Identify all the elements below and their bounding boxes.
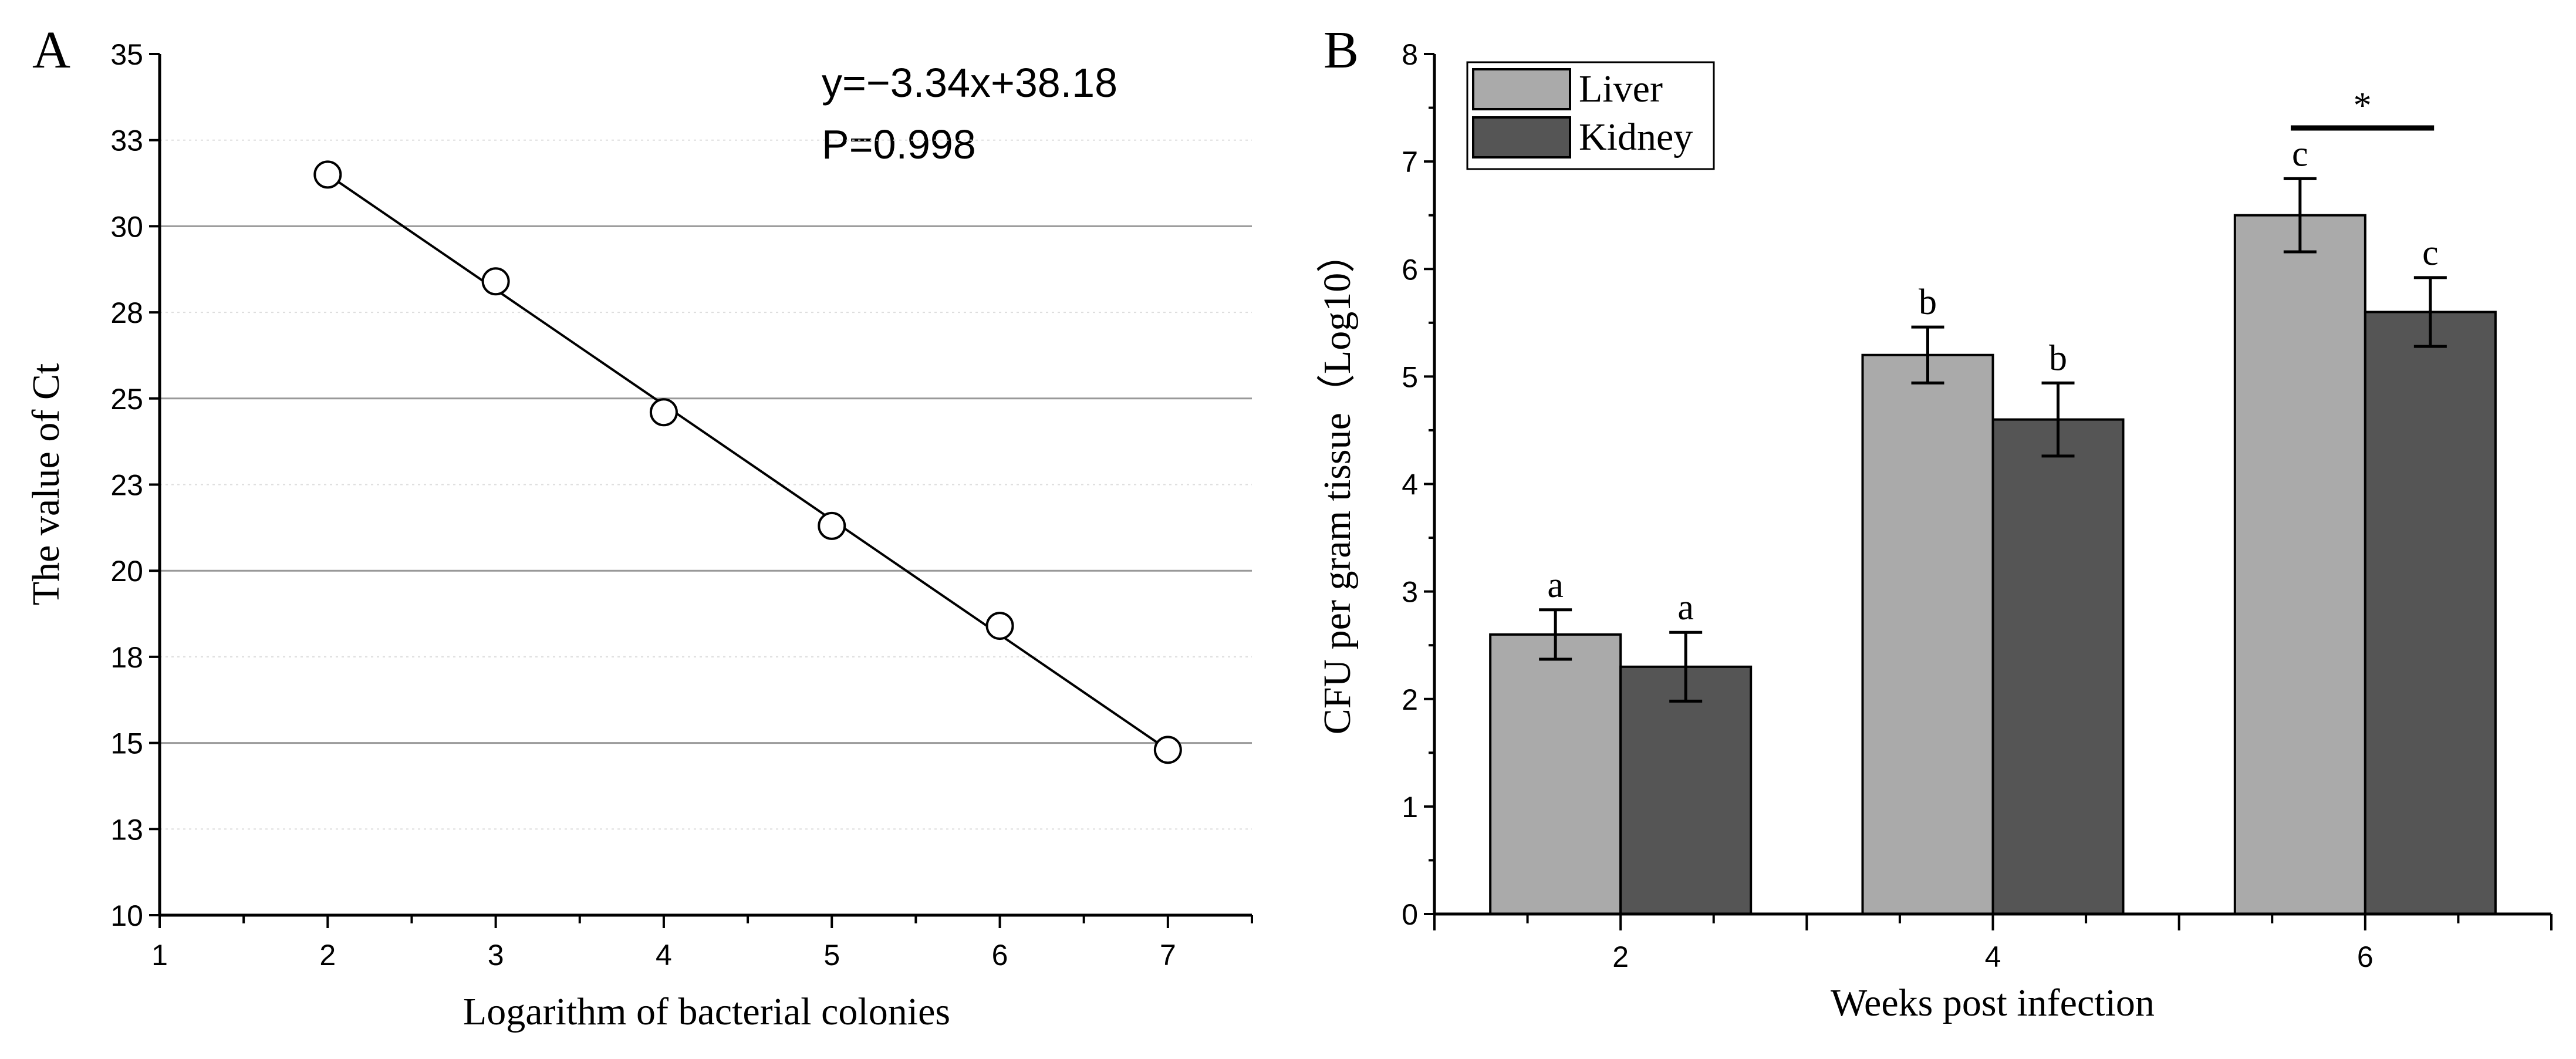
panel-a-label: A (32, 21, 70, 79)
data-point (313, 160, 342, 189)
panel-a-chart: A y=−3.34x+38.18 P=0.998 Logarithm of ba… (25, 21, 1253, 1033)
bar-liver (1861, 353, 1994, 915)
y-tick-label: 20 (110, 555, 143, 588)
bar-kidney (1991, 418, 2125, 915)
y-tick-label: 6 (1402, 253, 1418, 286)
data-point (985, 612, 1014, 640)
y-tick-label: 5 (1402, 360, 1418, 393)
y-tick-label: 0 (1402, 898, 1418, 931)
legend-label-liver: Liver (1579, 68, 1663, 110)
panel-b-label: B (1324, 21, 1359, 79)
significance-letter: b (1919, 282, 1937, 322)
legend-swatch-liver (1472, 68, 1571, 110)
x-tick-label: 2 (1612, 940, 1629, 973)
y-tick-label: 3 (1402, 576, 1418, 609)
y-tick-label: 10 (110, 899, 143, 932)
correlation-p-value: P=0.998 (822, 122, 976, 167)
significance-letter: a (1677, 588, 1694, 628)
regression-line (327, 173, 1169, 751)
x-tick-label: 4 (656, 939, 672, 972)
x-tick-label: 6 (2357, 940, 2374, 973)
bar-liver (2233, 214, 2366, 915)
y-tick-label: 8 (1402, 38, 1418, 71)
data-point (481, 267, 510, 296)
legend-label-kidney: Kidney (1579, 116, 1693, 158)
x-tick-label: 1 (151, 939, 168, 972)
x-tick-label: 7 (1160, 939, 1176, 972)
x-tick-label: 2 (319, 939, 336, 972)
legend: Liver Kidney (1466, 61, 1715, 170)
y-tick-label: 4 (1402, 468, 1418, 501)
significance-letter: b (2049, 338, 2067, 378)
bar-kidney (1619, 665, 1753, 915)
data-point (818, 511, 846, 540)
y-tick-label: 15 (110, 727, 143, 760)
y-tick-label: 35 (110, 38, 143, 71)
y-tick-label: 23 (110, 469, 143, 502)
x-tick-label: 5 (823, 939, 840, 972)
y-tick-label: 18 (110, 641, 143, 674)
x-tick-label: 6 (992, 939, 1008, 972)
y-tick-label: 25 (110, 383, 143, 416)
regression-equation: y=−3.34x+38.18 (822, 60, 1117, 106)
data-point (1153, 736, 1182, 764)
bar-liver (1489, 633, 1622, 915)
significance-star: * (2354, 86, 2372, 126)
x-tick-label: 4 (1985, 940, 2001, 973)
y-axis-title: CFU per gram tissue（Log10） (1316, 234, 1359, 734)
panel-b-chart: B Weeks post infection CFU per gram tiss… (1316, 21, 2553, 1024)
y-tick-label: 2 (1402, 683, 1418, 716)
data-point (649, 398, 678, 427)
y-axis-title: The value of Ct (25, 363, 67, 605)
x-tick-label: 3 (488, 939, 504, 972)
significance-letter: c (2292, 134, 2308, 174)
legend-swatch-kidney (1472, 116, 1571, 158)
significance-letter: c (2422, 233, 2439, 273)
y-tick-label: 1 (1402, 791, 1418, 824)
bar-kidney (2364, 311, 2497, 915)
y-tick-label: 30 (110, 210, 143, 243)
y-tick-label: 28 (110, 296, 143, 329)
x-axis-title: Logarithm of bacterial colonies (463, 990, 950, 1033)
y-tick-label: 13 (110, 813, 143, 846)
x-axis-title: Weeks post infection (1831, 982, 2155, 1024)
significance-letter: a (1547, 565, 1564, 605)
y-tick-label: 33 (110, 124, 143, 157)
y-tick-label: 7 (1402, 146, 1418, 178)
